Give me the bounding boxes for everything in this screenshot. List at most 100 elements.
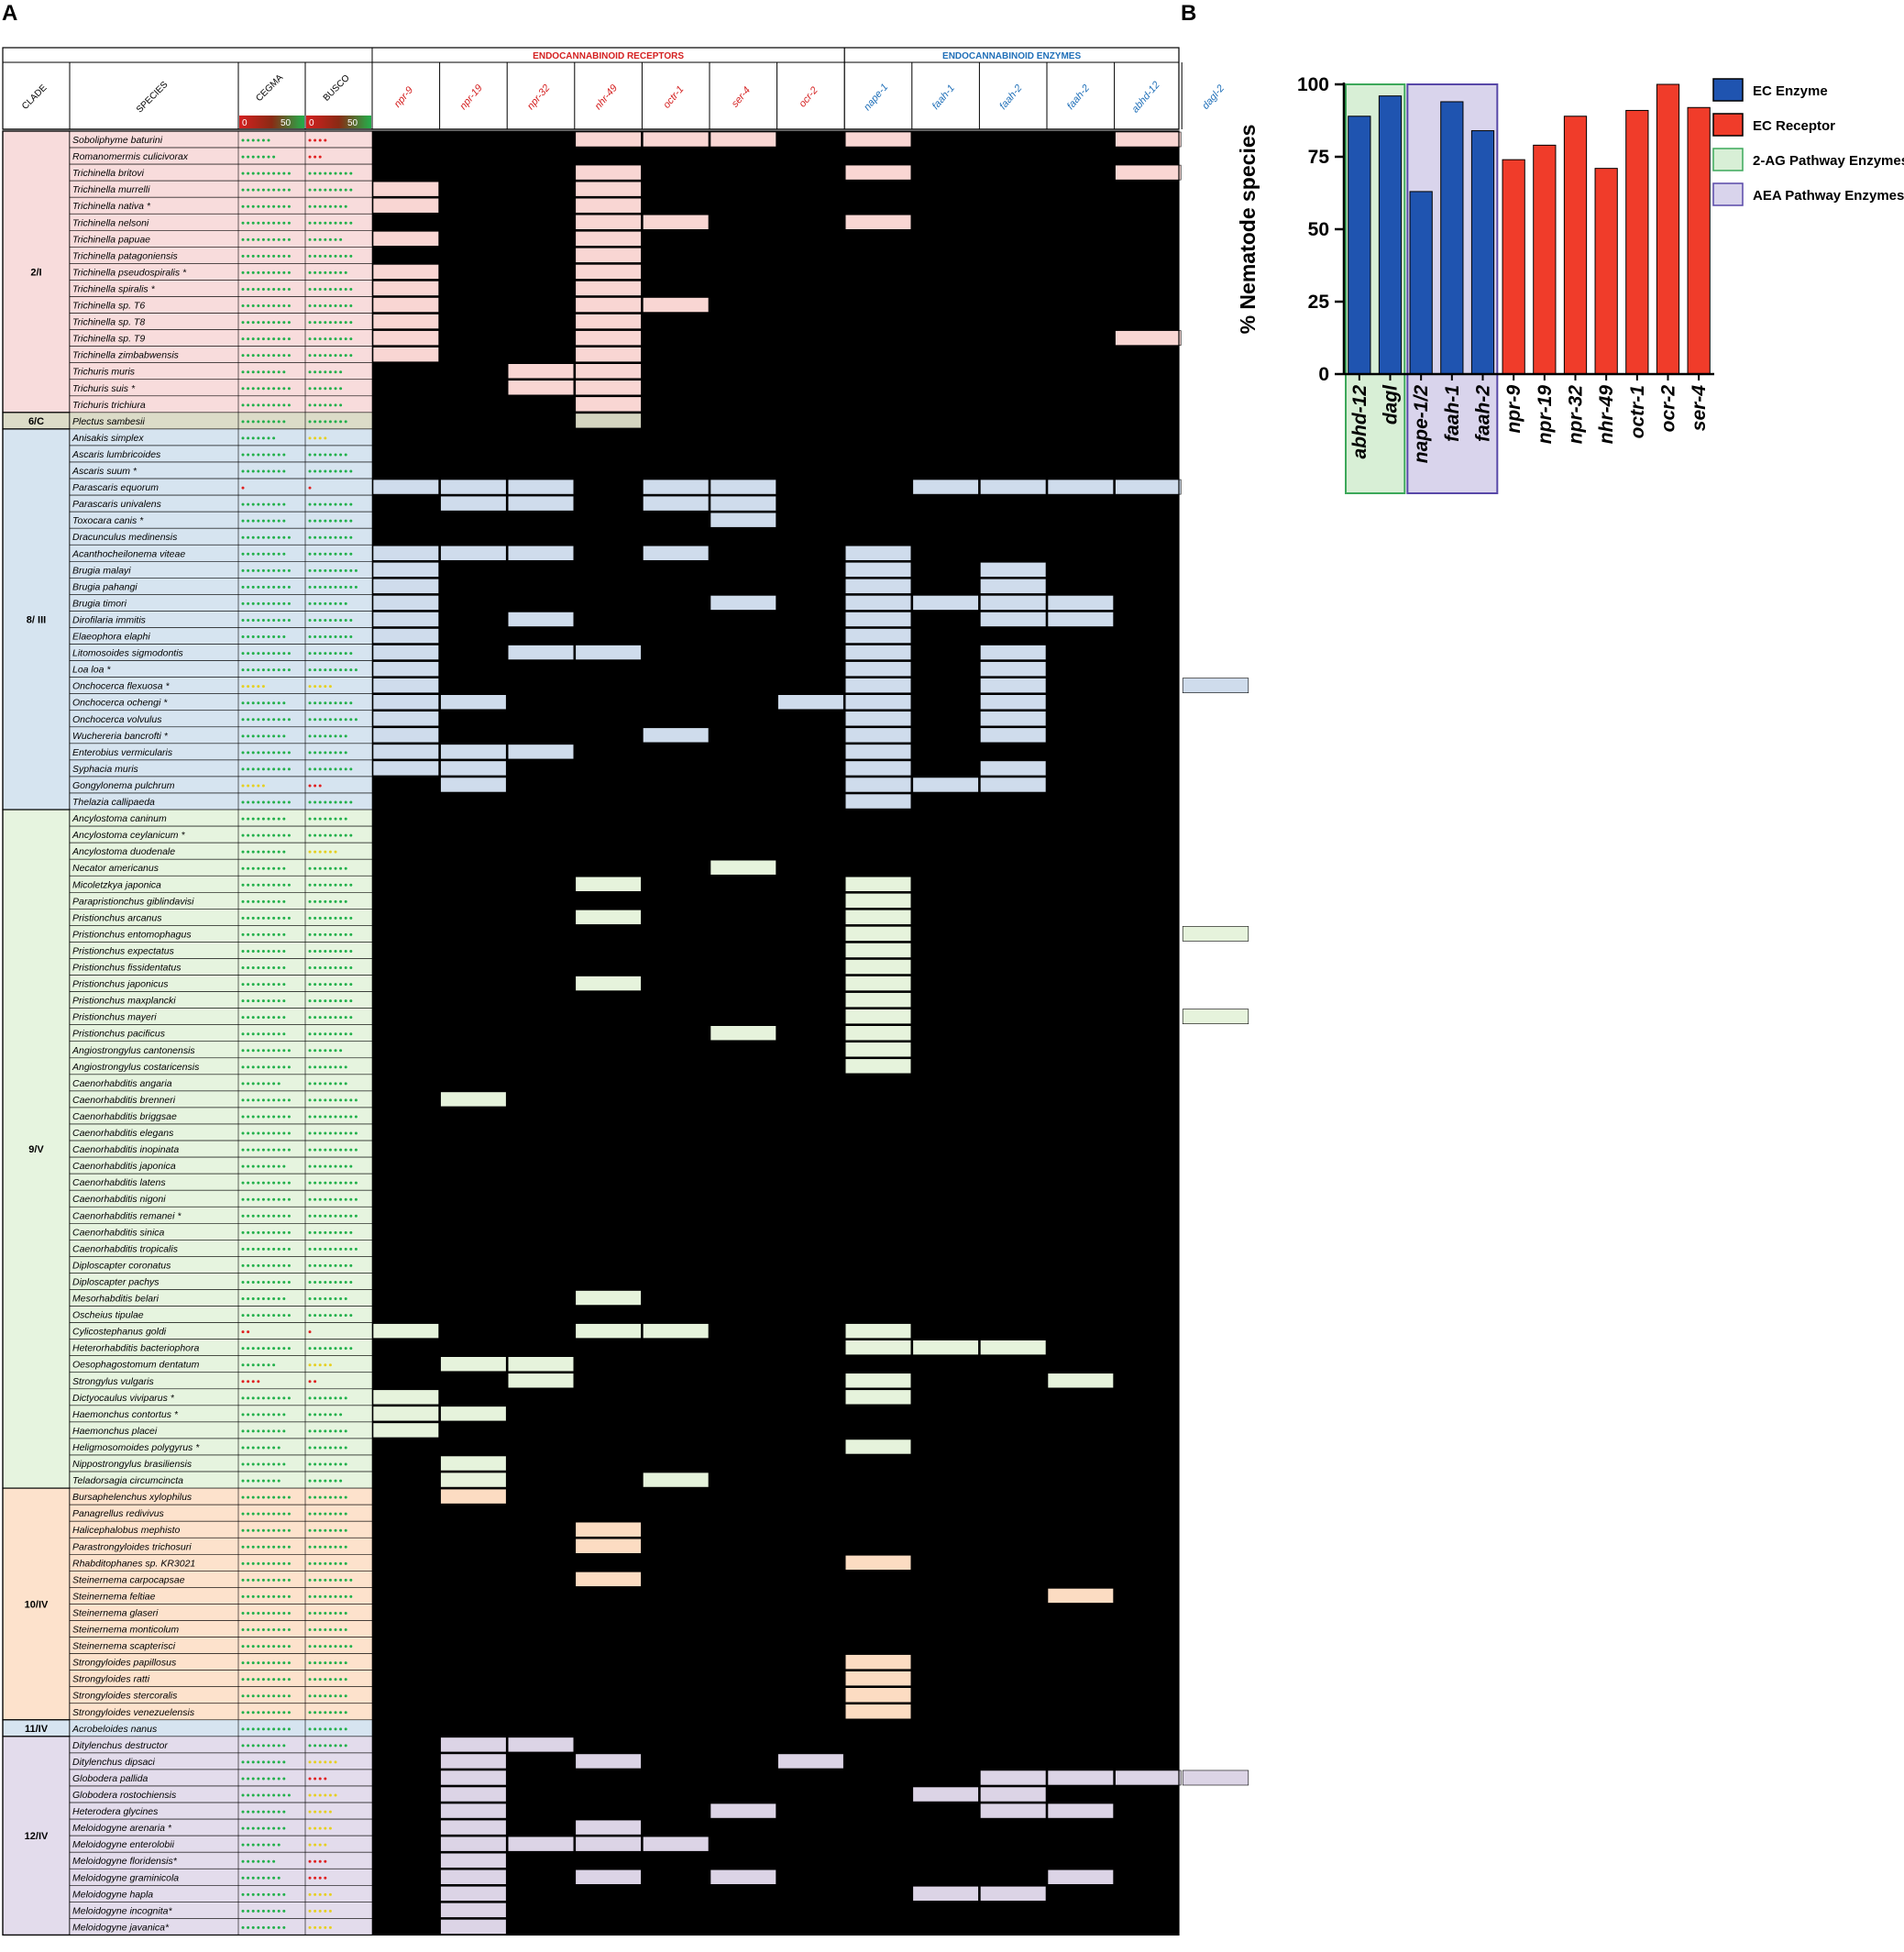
cegma-dot (251, 1032, 255, 1036)
busco-dot (349, 354, 353, 358)
cegma-dot (272, 1512, 276, 1516)
busco-dot (318, 784, 322, 788)
gene-present-mark (844, 926, 912, 942)
cegma-dot (282, 1347, 286, 1351)
busco-dot (308, 618, 312, 622)
cegma-dot (282, 767, 286, 771)
cegma-dot (282, 1214, 286, 1218)
busco-dot (308, 502, 312, 506)
cegma-dot (272, 1181, 276, 1185)
cegma-dot (247, 1859, 250, 1863)
busco-dot (344, 1065, 347, 1069)
species-name: Thelazia callipaeda (72, 797, 155, 808)
cegma-dot (267, 1645, 270, 1649)
busco-dot (308, 370, 312, 374)
busco-dot (344, 1528, 347, 1532)
busco-dot (314, 453, 317, 457)
y-tick-label: 25 (1308, 292, 1330, 313)
cegma-dot (257, 1049, 260, 1053)
cegma-dot (261, 850, 265, 854)
bar (1594, 168, 1618, 375)
busco-dot (349, 916, 353, 920)
busco-dot (328, 1826, 332, 1830)
gene-present-mark (440, 694, 507, 711)
cegma-dot (261, 1197, 265, 1201)
busco-dot (328, 1561, 332, 1565)
cegma-dot (272, 1528, 276, 1532)
cegma-dot (277, 287, 281, 291)
gene-present-mark (372, 1389, 439, 1406)
cegma-dot (272, 1016, 276, 1020)
cegma-dot (267, 1578, 270, 1582)
busco-dot (318, 1744, 322, 1748)
busco-dot (324, 1925, 327, 1929)
gene-present-mark (440, 1770, 507, 1786)
cegma-dot (247, 1826, 250, 1830)
busco-dot (344, 1032, 347, 1036)
cegma-dot (287, 1197, 291, 1201)
clade-label: 2/I (30, 267, 41, 278)
cegma-dot (267, 1744, 270, 1748)
cegma-dot (257, 999, 260, 1003)
cegma-dot (241, 751, 245, 755)
species-name: Soboliphyme baturini (72, 135, 163, 146)
cegma-dot (272, 469, 276, 473)
busco-dot (339, 800, 343, 804)
cegma-dot (287, 1727, 291, 1731)
busco-dot (334, 751, 337, 755)
cegma-dot (261, 519, 265, 523)
gene-present-mark (844, 910, 912, 925)
cegma-dot (267, 866, 270, 870)
cegma-dot (267, 403, 270, 407)
cegma-dot (247, 1744, 250, 1748)
cegma-dot (267, 1413, 270, 1417)
cegma-dot (282, 601, 286, 605)
cegma-dot (261, 1479, 265, 1483)
gene-present-mark (575, 1572, 642, 1587)
busco-dot (328, 1711, 332, 1715)
cegma-dot (261, 767, 265, 771)
cegma-dot (251, 1826, 255, 1830)
cegma-dot (251, 1016, 255, 1020)
busco-dot (308, 751, 312, 755)
busco-dot (349, 1115, 353, 1119)
gene-present-mark (372, 479, 439, 495)
busco-dot (324, 1230, 327, 1234)
busco-dot (308, 1711, 312, 1715)
cegma-dot (282, 817, 286, 821)
cegma-dot (251, 1760, 255, 1764)
gene-present-mark (643, 495, 710, 512)
cegma-dot (282, 1462, 286, 1466)
table-frame (2, 130, 1180, 1936)
species-name: Parapristionchus giblindavisi (72, 896, 194, 907)
cegma-dot (251, 1594, 255, 1598)
busco-dot (318, 635, 322, 639)
cegma-dot (247, 1330, 250, 1334)
gene-present-mark (980, 579, 1047, 594)
cegma-dot (277, 1711, 281, 1715)
cegma-dot (247, 1925, 250, 1929)
cegma-dot (257, 1314, 260, 1318)
cegma-dot (261, 370, 265, 374)
busco-dot (344, 701, 347, 705)
busco-dot (324, 304, 327, 308)
cegma-dot (251, 1678, 255, 1682)
cegma-dot (277, 502, 281, 506)
cegma-dot (282, 1181, 286, 1185)
gene-present-mark (440, 1356, 507, 1373)
busco-dot (308, 866, 312, 870)
busco-dot (314, 1628, 317, 1632)
cegma-dot (257, 1380, 260, 1384)
cegma-dot (257, 850, 260, 854)
cegma-dot (287, 568, 291, 572)
busco-dot (334, 1098, 337, 1102)
busco-dot (354, 585, 358, 589)
gene-present-mark (844, 164, 912, 181)
cegma-dot (257, 519, 260, 523)
cegma-dot (261, 420, 265, 424)
cegma-dot (272, 1859, 276, 1863)
busco-dot (339, 270, 343, 274)
legend-swatch (1712, 113, 1744, 137)
cegma-dot (241, 966, 245, 970)
